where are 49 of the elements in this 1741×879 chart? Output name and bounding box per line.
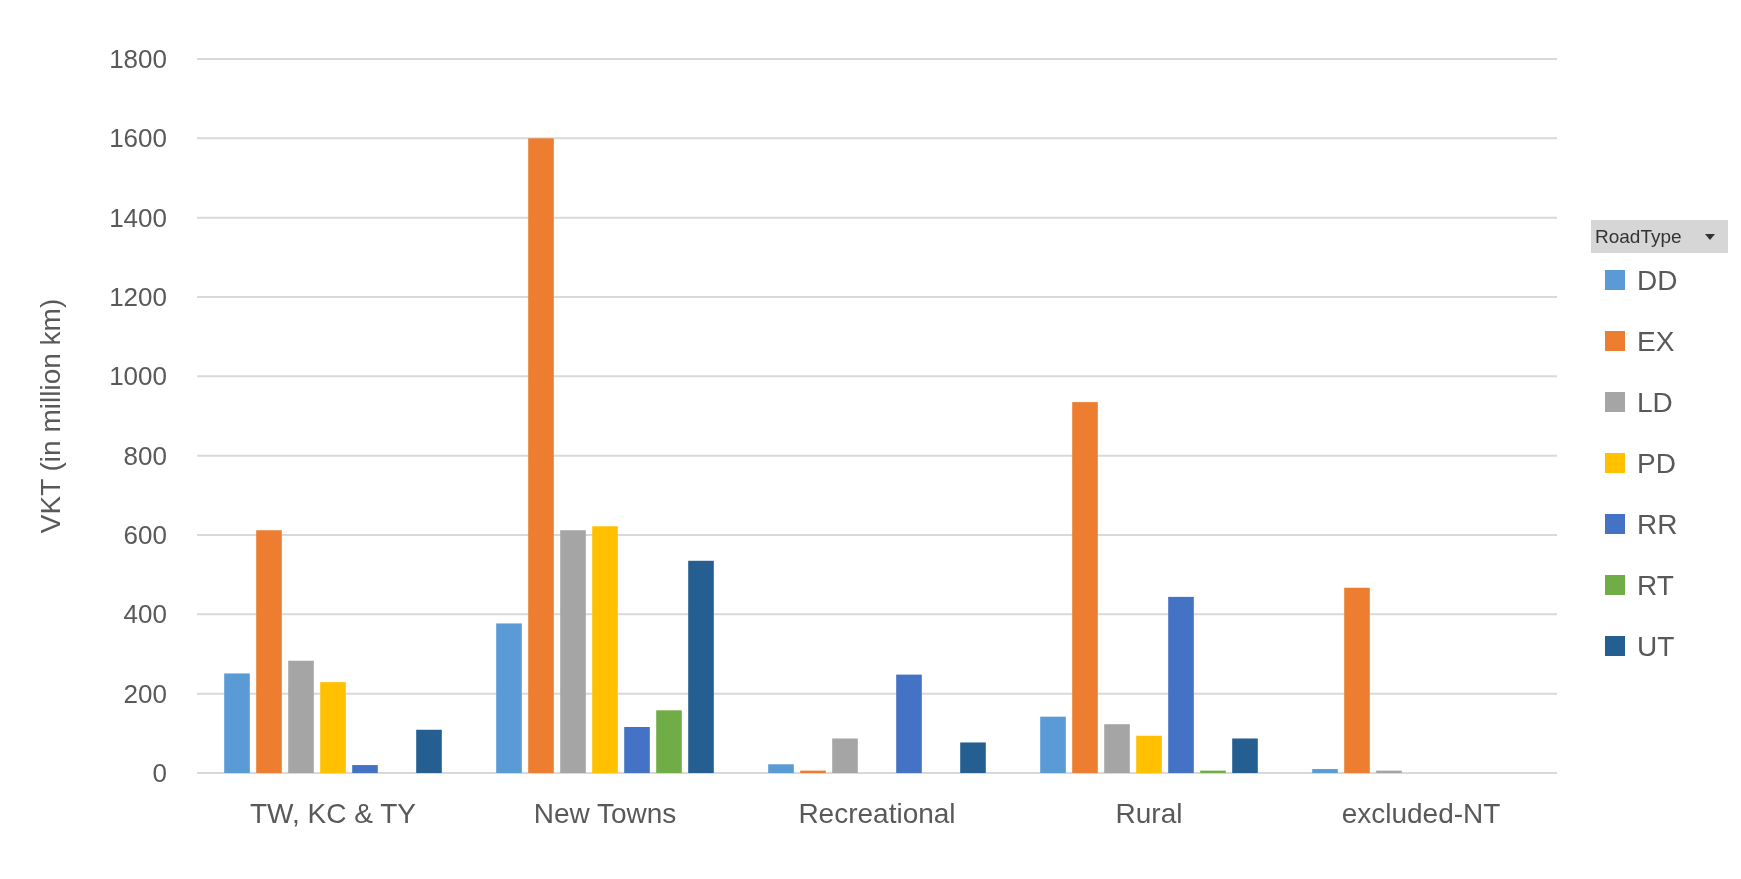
bar <box>624 726 650 773</box>
legend-title: RoadType <box>1595 226 1682 247</box>
y-tick-label: 0 <box>152 758 167 789</box>
x-tick-label: New Towns <box>533 798 677 829</box>
y-tick-label: 1600 <box>109 123 167 154</box>
legend-label: RT <box>1637 569 1674 601</box>
x-tick-label: TW, KC & TY <box>250 798 417 829</box>
y-tick-label: 1200 <box>109 282 167 313</box>
bar <box>592 526 618 773</box>
bar <box>896 674 922 773</box>
bar <box>1344 587 1370 773</box>
y-tick-label: 400 <box>123 599 167 630</box>
bar <box>1040 716 1066 773</box>
legend-label: EX <box>1637 325 1675 357</box>
bar <box>1232 738 1258 773</box>
y-tick-label: 1000 <box>109 361 167 392</box>
y-axis-title: VKT (in million km) <box>35 298 66 534</box>
x-tick-label: Rural <box>1115 798 1183 829</box>
bar <box>768 764 794 773</box>
bar <box>256 530 282 773</box>
bar <box>1072 402 1098 773</box>
x-tick-label: Recreational <box>798 798 956 829</box>
y-tick-label: 1800 <box>109 44 167 75</box>
bar <box>352 765 378 773</box>
y-tick-label: 800 <box>123 440 167 471</box>
bar <box>656 710 682 773</box>
bar <box>1136 735 1162 773</box>
legend-label: RR <box>1637 508 1678 540</box>
bar <box>1312 769 1338 773</box>
bar <box>320 682 346 773</box>
legend-label: LD <box>1637 386 1673 418</box>
y-tick-label: 1400 <box>109 202 167 233</box>
bar <box>688 560 714 773</box>
bar <box>528 138 554 773</box>
bar <box>416 729 442 773</box>
y-tick-label: 600 <box>123 520 167 551</box>
x-tick-label: excluded-NT <box>1341 798 1501 829</box>
bar <box>288 660 314 773</box>
legend-label: DD <box>1637 264 1678 296</box>
y-tick-label: 200 <box>123 678 167 709</box>
bar <box>496 623 522 773</box>
bar <box>224 673 250 773</box>
bar <box>1104 724 1130 773</box>
bar <box>832 738 858 773</box>
bar <box>560 530 586 773</box>
legend-label: PD <box>1637 447 1676 479</box>
bar <box>960 742 986 773</box>
bar <box>1168 596 1194 773</box>
legend-label: UT <box>1637 630 1675 662</box>
